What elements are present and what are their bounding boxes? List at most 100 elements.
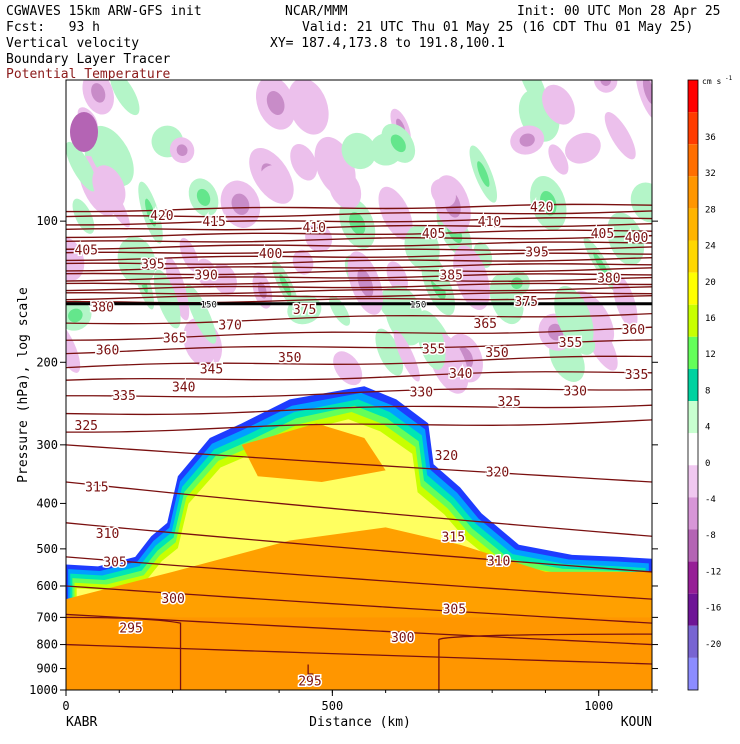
updraft-blob	[404, 225, 440, 271]
theta-line	[66, 216, 652, 226]
downdraft-blob	[333, 351, 363, 386]
theta-label: 395	[141, 257, 164, 272]
theta-label: 335	[625, 368, 648, 383]
theta-line	[66, 256, 652, 265]
downdraft-blob	[328, 169, 362, 209]
theta-label: 365	[474, 317, 497, 332]
tropopause-label: 150	[410, 301, 426, 311]
low-label: L	[306, 664, 314, 679]
theta-line	[66, 481, 652, 537]
colorbar-swatch	[688, 144, 698, 177]
theta-label: 320	[486, 466, 509, 481]
tropopause-label: 150	[201, 301, 217, 311]
tracer-core	[241, 423, 386, 482]
theta-label: 335	[112, 389, 135, 404]
theta-line	[66, 222, 652, 231]
tracer-surface	[66, 617, 652, 690]
colorbar: cm s -1 36 32 28 24 20 16 12 8 4 0 -4 -8 -12 -16 -20	[687, 75, 733, 691]
header-xy: XY= 187.4,173.8 to 191.8,100.1	[270, 36, 505, 51]
y-tick-label: 700	[36, 610, 58, 624]
colorbar-swatch	[688, 336, 698, 369]
theta-line	[66, 419, 652, 433]
header-field-bl-tracer: Boundary Layer Tracer	[6, 52, 171, 67]
theta-label: 380	[597, 272, 620, 287]
header-org: NCAR/MMM	[285, 4, 348, 19]
downdraft-core	[70, 112, 98, 152]
colorbar-swatch	[688, 208, 698, 241]
theta-label: 355	[422, 343, 445, 358]
updraft-blob	[110, 80, 140, 116]
y-tick-label: 200	[36, 355, 58, 369]
updraft-core	[477, 161, 490, 187]
theta-line	[66, 267, 652, 276]
colorbar-swatch	[688, 368, 698, 402]
theta-label: 340	[172, 380, 195, 395]
theta-label: 370	[218, 318, 241, 333]
theta-line	[66, 241, 652, 250]
theta-line	[66, 276, 652, 286]
y-tick-label: 600	[36, 579, 58, 593]
colorbar-level-label: 8	[705, 386, 710, 396]
downdraft-core	[231, 193, 250, 215]
theta-line	[66, 252, 652, 262]
theta-line	[66, 291, 652, 301]
theta-line	[66, 339, 652, 355]
theta-label: 300	[161, 592, 184, 607]
colorbar-level-label: -12	[705, 567, 721, 577]
downdraft-blob	[66, 236, 85, 281]
plot-area: 420 415 410 405 410 420 405 400 405 395 400 390 385 3…	[66, 80, 652, 690]
colorbar-swatch	[688, 497, 698, 530]
updraft-core	[390, 134, 406, 153]
x-tick-label: 500	[322, 699, 344, 713]
header-model: CGWAVES 15km ARW-GFS init	[6, 4, 202, 19]
theta-label: 395	[525, 245, 548, 260]
theta-contours	[66, 203, 652, 690]
theta-line	[66, 246, 652, 255]
theta-label: 330	[410, 386, 433, 401]
colorbar-level-label: 0	[705, 459, 710, 469]
downdraft-blob	[542, 84, 575, 125]
theta-line	[66, 616, 182, 690]
colorbar-swatch	[688, 593, 698, 626]
downdraft-blob	[258, 165, 289, 195]
colorbar-swatch	[688, 240, 698, 273]
colorbar-level-label: 36	[705, 133, 716, 143]
colorbar-swatch	[688, 401, 698, 434]
theta-label: 320	[435, 449, 458, 464]
downdraft-blob	[548, 144, 569, 175]
colorbar-swatch	[688, 433, 698, 466]
theta-label: 405	[422, 227, 445, 242]
theta-label: 355	[559, 336, 582, 351]
theta-label: 305	[443, 602, 466, 617]
theta-line	[66, 444, 652, 483]
updraft-blob	[518, 80, 547, 108]
updraft-blob	[185, 284, 217, 344]
updraft-blob	[416, 310, 446, 370]
theta-label: 325	[497, 395, 520, 410]
theta-label: 420	[530, 200, 553, 215]
downdraft-blob	[195, 258, 218, 288]
theta-line	[66, 355, 652, 369]
theta-label: 400	[259, 247, 282, 262]
theta-line	[66, 286, 652, 295]
theta-line	[438, 633, 652, 690]
theta-line	[66, 210, 652, 218]
theta-label: 330	[564, 385, 587, 400]
updraft-blob	[607, 212, 645, 266]
updraft-blob	[554, 286, 594, 350]
colorbar-level-label: 24	[705, 242, 716, 252]
colorbar-level-label: -20	[705, 640, 721, 650]
header-init: Init: 00 UTC Mon 28 Apr 25	[517, 4, 721, 19]
updraft-blob	[341, 132, 377, 170]
colorbar-unit: cm s	[702, 77, 721, 86]
header: CGWAVES 15km ARW-GFS init NCAR/MMM Init:…	[6, 4, 721, 82]
theta-line	[66, 613, 652, 646]
theta-label: 315	[442, 530, 465, 545]
theta-label: 390	[194, 269, 217, 284]
theta-label: 375	[515, 295, 538, 310]
theta-label: 340	[449, 367, 472, 382]
axes: 0 500 1000 100 200 300 400 500 600 700 800 900 1000	[29, 214, 658, 713]
colorbar-swatch	[688, 561, 698, 594]
colorbar-frame	[687, 79, 699, 691]
